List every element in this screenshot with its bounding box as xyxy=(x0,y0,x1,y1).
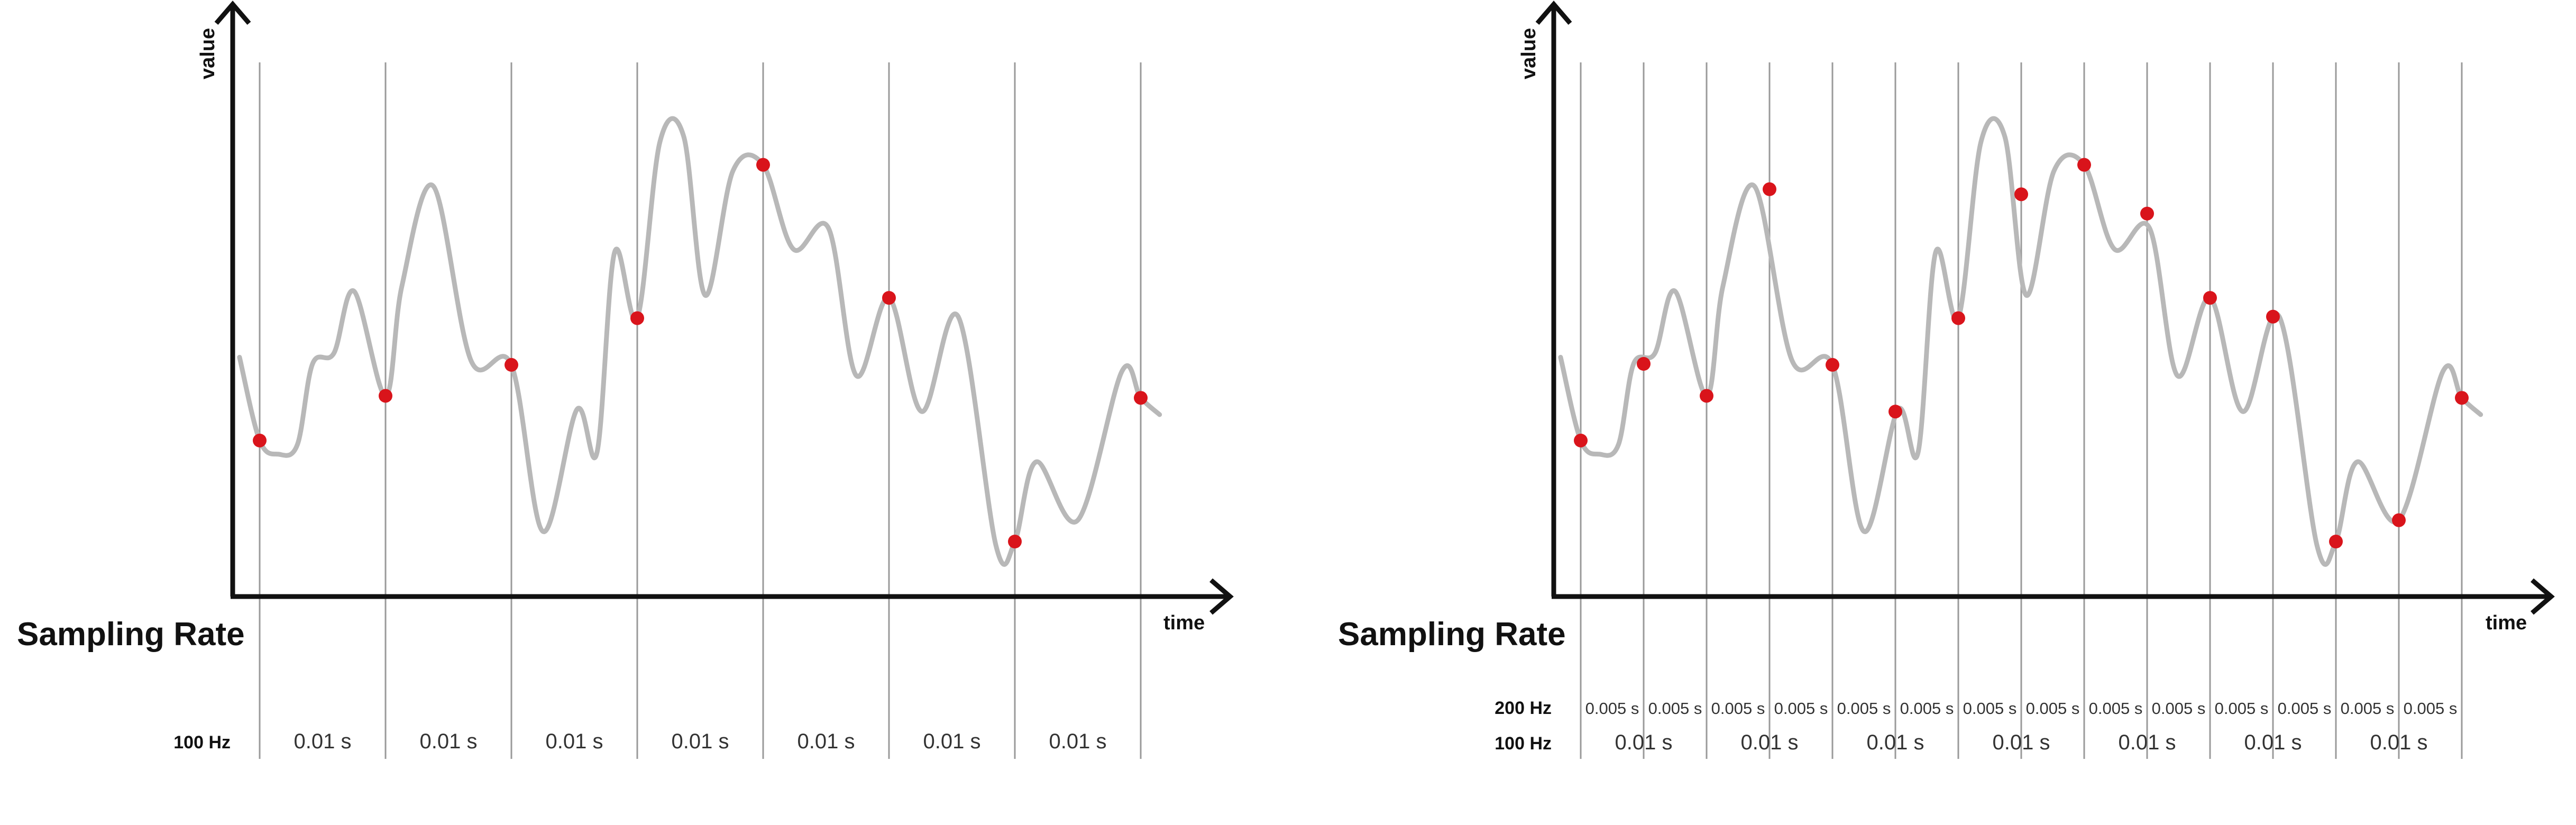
sample-point xyxy=(2140,206,2154,221)
interval-label: 0.005 s xyxy=(2278,699,2332,718)
interval-label: 0.005 s xyxy=(2152,699,2206,718)
sample-gridlines xyxy=(1580,62,2463,759)
sample-point xyxy=(379,389,392,403)
interval-label: 0.01 s xyxy=(1867,731,1924,754)
sample-point xyxy=(2455,391,2469,405)
sample-point xyxy=(1008,535,1022,548)
interval-label: 0.01 s xyxy=(1049,730,1107,753)
interval-label: 0.01 s xyxy=(1993,731,2050,754)
sample-point xyxy=(2077,158,2091,172)
sample-point xyxy=(1889,405,1902,419)
analog-signal-line xyxy=(237,116,1162,567)
sample-point xyxy=(2203,291,2217,305)
interval-label: 0.005 s xyxy=(1711,699,1765,718)
interval-label: 0.01 s xyxy=(294,730,352,753)
panel-100hz: value time Sampling Rate 100 Hz 0.01 s 0.0… xyxy=(17,1,1234,759)
interval-label: 0.01 s xyxy=(923,730,981,753)
sample-points xyxy=(1574,158,2469,548)
interval-label: 0.01 s xyxy=(546,730,603,753)
sample-point xyxy=(1574,433,1588,447)
interval-label: 0.005 s xyxy=(1963,699,2017,718)
sample-point xyxy=(1700,389,1713,403)
interval-label: 0.01 s xyxy=(2370,731,2428,754)
interval-label: 0.005 s xyxy=(1648,699,1702,718)
interval-label: 0.005 s xyxy=(2404,699,2458,718)
sample-point xyxy=(2329,535,2343,548)
interval-label: 0.01 s xyxy=(2244,731,2302,754)
y-axis-label: value xyxy=(1518,28,1540,79)
interval-label: 0.005 s xyxy=(1774,699,1828,718)
interval-label: 0.005 s xyxy=(2341,699,2395,718)
interval-label: 0.005 s xyxy=(2089,699,2143,718)
sample-point xyxy=(1637,357,1651,371)
sample-point xyxy=(756,158,770,172)
panel-200hz: value time Sampling Rate 200 Hz 0.005 s 0.… xyxy=(1338,1,2555,759)
rate-label: 100 Hz xyxy=(173,732,231,753)
rate-label: 100 Hz xyxy=(1495,734,1552,754)
sampling-rate-title: Sampling Rate xyxy=(17,616,245,653)
x-axis-arrowhead xyxy=(1209,578,1234,615)
x-axis-label: time xyxy=(1163,612,1205,634)
sample-point xyxy=(1763,182,1776,196)
interval-label: 0.01 s xyxy=(672,730,729,753)
interval-label: 0.01 s xyxy=(2119,731,2176,754)
sample-point xyxy=(630,311,644,325)
sample-point xyxy=(2392,513,2406,527)
interval-label: 0.005 s xyxy=(1837,699,1891,718)
rate-label: 200 Hz xyxy=(1495,698,1552,718)
interval-label: 0.01 s xyxy=(1615,731,1673,754)
sample-point xyxy=(1826,358,1839,372)
interval-label: 0.01 s xyxy=(797,730,855,753)
sample-point xyxy=(2014,187,2028,201)
interval-label: 0.005 s xyxy=(1900,699,1954,718)
x-axis-label: time xyxy=(2486,612,2527,634)
interval-rows: 200 Hz 0.005 s 0.005 s 0.005 s 0.005 s 0.005 … xyxy=(1495,698,2457,754)
sample-gridlines xyxy=(259,62,1142,759)
interval-label: 0.005 s xyxy=(2026,699,2080,718)
interval-label: 0.01 s xyxy=(420,730,478,753)
y-axis-label: value xyxy=(197,28,219,79)
sample-point xyxy=(882,291,896,305)
sample-point xyxy=(253,433,267,447)
interval-label: 0.005 s xyxy=(2215,699,2269,718)
sampling-rate-title: Sampling Rate xyxy=(1338,616,1566,653)
interval-label: 0.005 s xyxy=(1585,699,1639,718)
sample-points xyxy=(253,158,1148,548)
sample-point xyxy=(505,358,518,372)
interval-rows: 100 Hz 0.01 s 0.01 s 0.01 s 0.01 s 0.01 s 0.01… xyxy=(173,730,1106,753)
y-axis-arrowhead xyxy=(214,1,251,25)
y-axis-arrowhead xyxy=(1535,1,1572,25)
sample-point xyxy=(1134,391,1148,405)
interval-label: 0.01 s xyxy=(1741,731,1799,754)
sample-point xyxy=(1951,311,1965,325)
x-axis-arrowhead xyxy=(2531,578,2555,615)
sample-point xyxy=(2266,309,2280,324)
